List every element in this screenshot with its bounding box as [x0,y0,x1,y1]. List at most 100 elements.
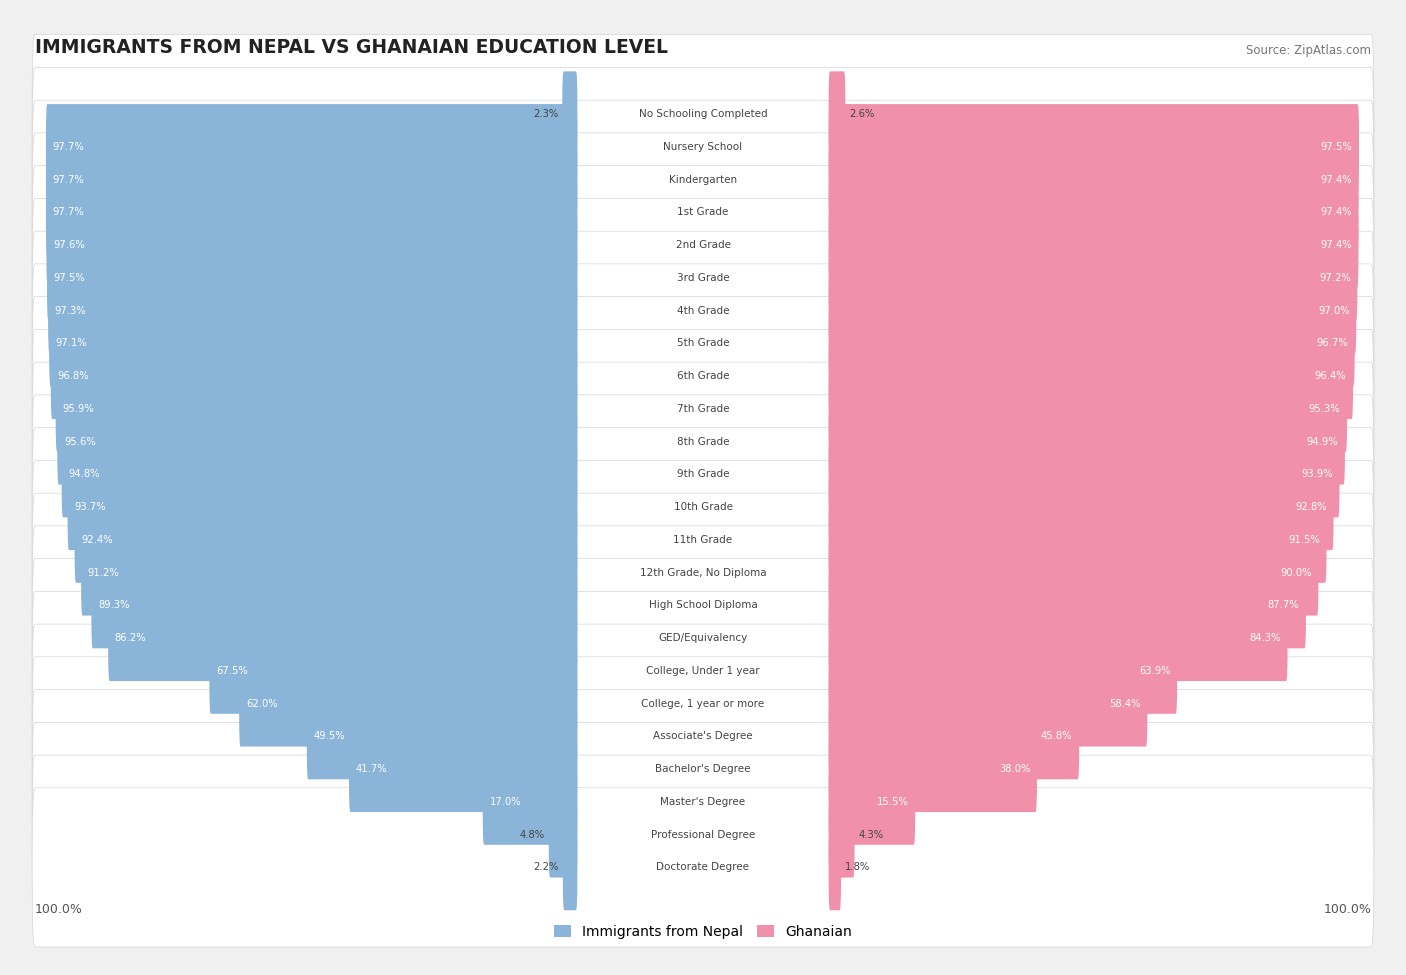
Text: Kindergarten: Kindergarten [669,175,737,184]
Text: Associate's Degree: Associate's Degree [654,731,752,741]
Text: 41.7%: 41.7% [356,764,387,774]
Text: 95.6%: 95.6% [63,437,96,447]
FancyBboxPatch shape [828,596,1288,682]
Text: 12th Grade, No Diploma: 12th Grade, No Diploma [640,567,766,577]
FancyBboxPatch shape [828,235,1357,321]
Text: 15.5%: 15.5% [877,797,908,807]
Text: 6th Grade: 6th Grade [676,371,730,381]
Text: 89.3%: 89.3% [98,601,129,610]
Text: Nursery School: Nursery School [664,142,742,152]
FancyBboxPatch shape [32,592,1374,751]
Text: 97.5%: 97.5% [53,273,86,283]
FancyBboxPatch shape [32,460,1374,619]
FancyBboxPatch shape [46,235,578,321]
Text: 97.7%: 97.7% [52,208,84,217]
FancyBboxPatch shape [32,100,1374,259]
Text: 95.9%: 95.9% [62,404,94,414]
Text: 97.6%: 97.6% [53,240,84,251]
Text: 7th Grade: 7th Grade [676,404,730,414]
Text: 17.0%: 17.0% [489,797,522,807]
Text: 96.8%: 96.8% [58,371,89,381]
Text: 3rd Grade: 3rd Grade [676,273,730,283]
FancyBboxPatch shape [82,529,578,615]
FancyBboxPatch shape [307,693,578,779]
Text: 45.8%: 45.8% [1040,731,1073,741]
Text: 87.7%: 87.7% [1268,601,1299,610]
FancyBboxPatch shape [32,722,1374,881]
FancyBboxPatch shape [828,661,1147,747]
Text: 38.0%: 38.0% [998,764,1031,774]
FancyBboxPatch shape [48,268,578,354]
FancyBboxPatch shape [91,563,578,648]
Text: Doctorate Degree: Doctorate Degree [657,862,749,873]
Text: 86.2%: 86.2% [115,633,146,644]
Text: 90.0%: 90.0% [1281,567,1312,577]
FancyBboxPatch shape [482,759,578,844]
FancyBboxPatch shape [32,559,1374,718]
Text: 96.7%: 96.7% [1316,338,1348,348]
Text: 93.7%: 93.7% [75,502,105,512]
FancyBboxPatch shape [828,366,1347,451]
Text: 97.7%: 97.7% [52,175,84,184]
Text: College, 1 year or more: College, 1 year or more [641,699,765,709]
Text: 97.3%: 97.3% [55,306,86,316]
FancyBboxPatch shape [562,825,578,911]
Text: 84.3%: 84.3% [1250,633,1281,644]
FancyBboxPatch shape [32,624,1374,783]
Text: 96.4%: 96.4% [1315,371,1347,381]
FancyBboxPatch shape [828,563,1306,648]
FancyBboxPatch shape [828,71,845,157]
FancyBboxPatch shape [32,362,1374,522]
FancyBboxPatch shape [49,300,578,386]
Text: Source: ZipAtlas.com: Source: ZipAtlas.com [1246,44,1371,57]
FancyBboxPatch shape [32,493,1374,652]
FancyBboxPatch shape [828,104,1360,190]
FancyBboxPatch shape [46,136,578,222]
FancyBboxPatch shape [32,526,1374,685]
Text: 62.0%: 62.0% [246,699,277,709]
Text: 97.5%: 97.5% [1320,142,1353,152]
Text: 9th Grade: 9th Grade [676,469,730,480]
FancyBboxPatch shape [32,395,1374,554]
FancyBboxPatch shape [67,464,578,550]
Text: 91.2%: 91.2% [87,567,120,577]
FancyBboxPatch shape [828,792,855,878]
Text: 92.8%: 92.8% [1295,502,1327,512]
Text: GED/Equivalency: GED/Equivalency [658,633,748,644]
FancyBboxPatch shape [108,596,578,682]
FancyBboxPatch shape [32,166,1374,325]
FancyBboxPatch shape [828,464,1333,550]
Text: Professional Degree: Professional Degree [651,830,755,839]
FancyBboxPatch shape [32,689,1374,848]
Text: 2nd Grade: 2nd Grade [675,240,731,251]
FancyBboxPatch shape [32,67,1374,226]
Text: 97.7%: 97.7% [52,142,84,152]
Text: Master's Degree: Master's Degree [661,797,745,807]
Legend: Immigrants from Nepal, Ghanaian: Immigrants from Nepal, Ghanaian [548,919,858,944]
FancyBboxPatch shape [828,399,1346,485]
Text: 94.9%: 94.9% [1306,437,1339,447]
FancyBboxPatch shape [828,726,1038,812]
FancyBboxPatch shape [32,296,1374,455]
Text: Bachelor's Degree: Bachelor's Degree [655,764,751,774]
Text: 2.3%: 2.3% [533,109,558,119]
FancyBboxPatch shape [46,170,578,255]
FancyBboxPatch shape [32,198,1374,358]
FancyBboxPatch shape [239,661,578,747]
FancyBboxPatch shape [32,428,1374,587]
FancyBboxPatch shape [828,693,1080,779]
FancyBboxPatch shape [828,170,1358,255]
Text: 2.2%: 2.2% [533,862,558,873]
Text: 100.0%: 100.0% [1323,904,1371,916]
Text: IMMIGRANTS FROM NEPAL VS GHANAIAN EDUCATION LEVEL: IMMIGRANTS FROM NEPAL VS GHANAIAN EDUCAT… [35,38,668,57]
FancyBboxPatch shape [46,104,578,190]
FancyBboxPatch shape [828,268,1357,354]
Text: 4th Grade: 4th Grade [676,306,730,316]
FancyBboxPatch shape [828,529,1319,615]
Text: 8th Grade: 8th Grade [676,437,730,447]
Text: 97.1%: 97.1% [56,338,87,348]
FancyBboxPatch shape [58,399,578,485]
FancyBboxPatch shape [32,133,1374,292]
Text: High School Diploma: High School Diploma [648,601,758,610]
Text: 10th Grade: 10th Grade [673,502,733,512]
